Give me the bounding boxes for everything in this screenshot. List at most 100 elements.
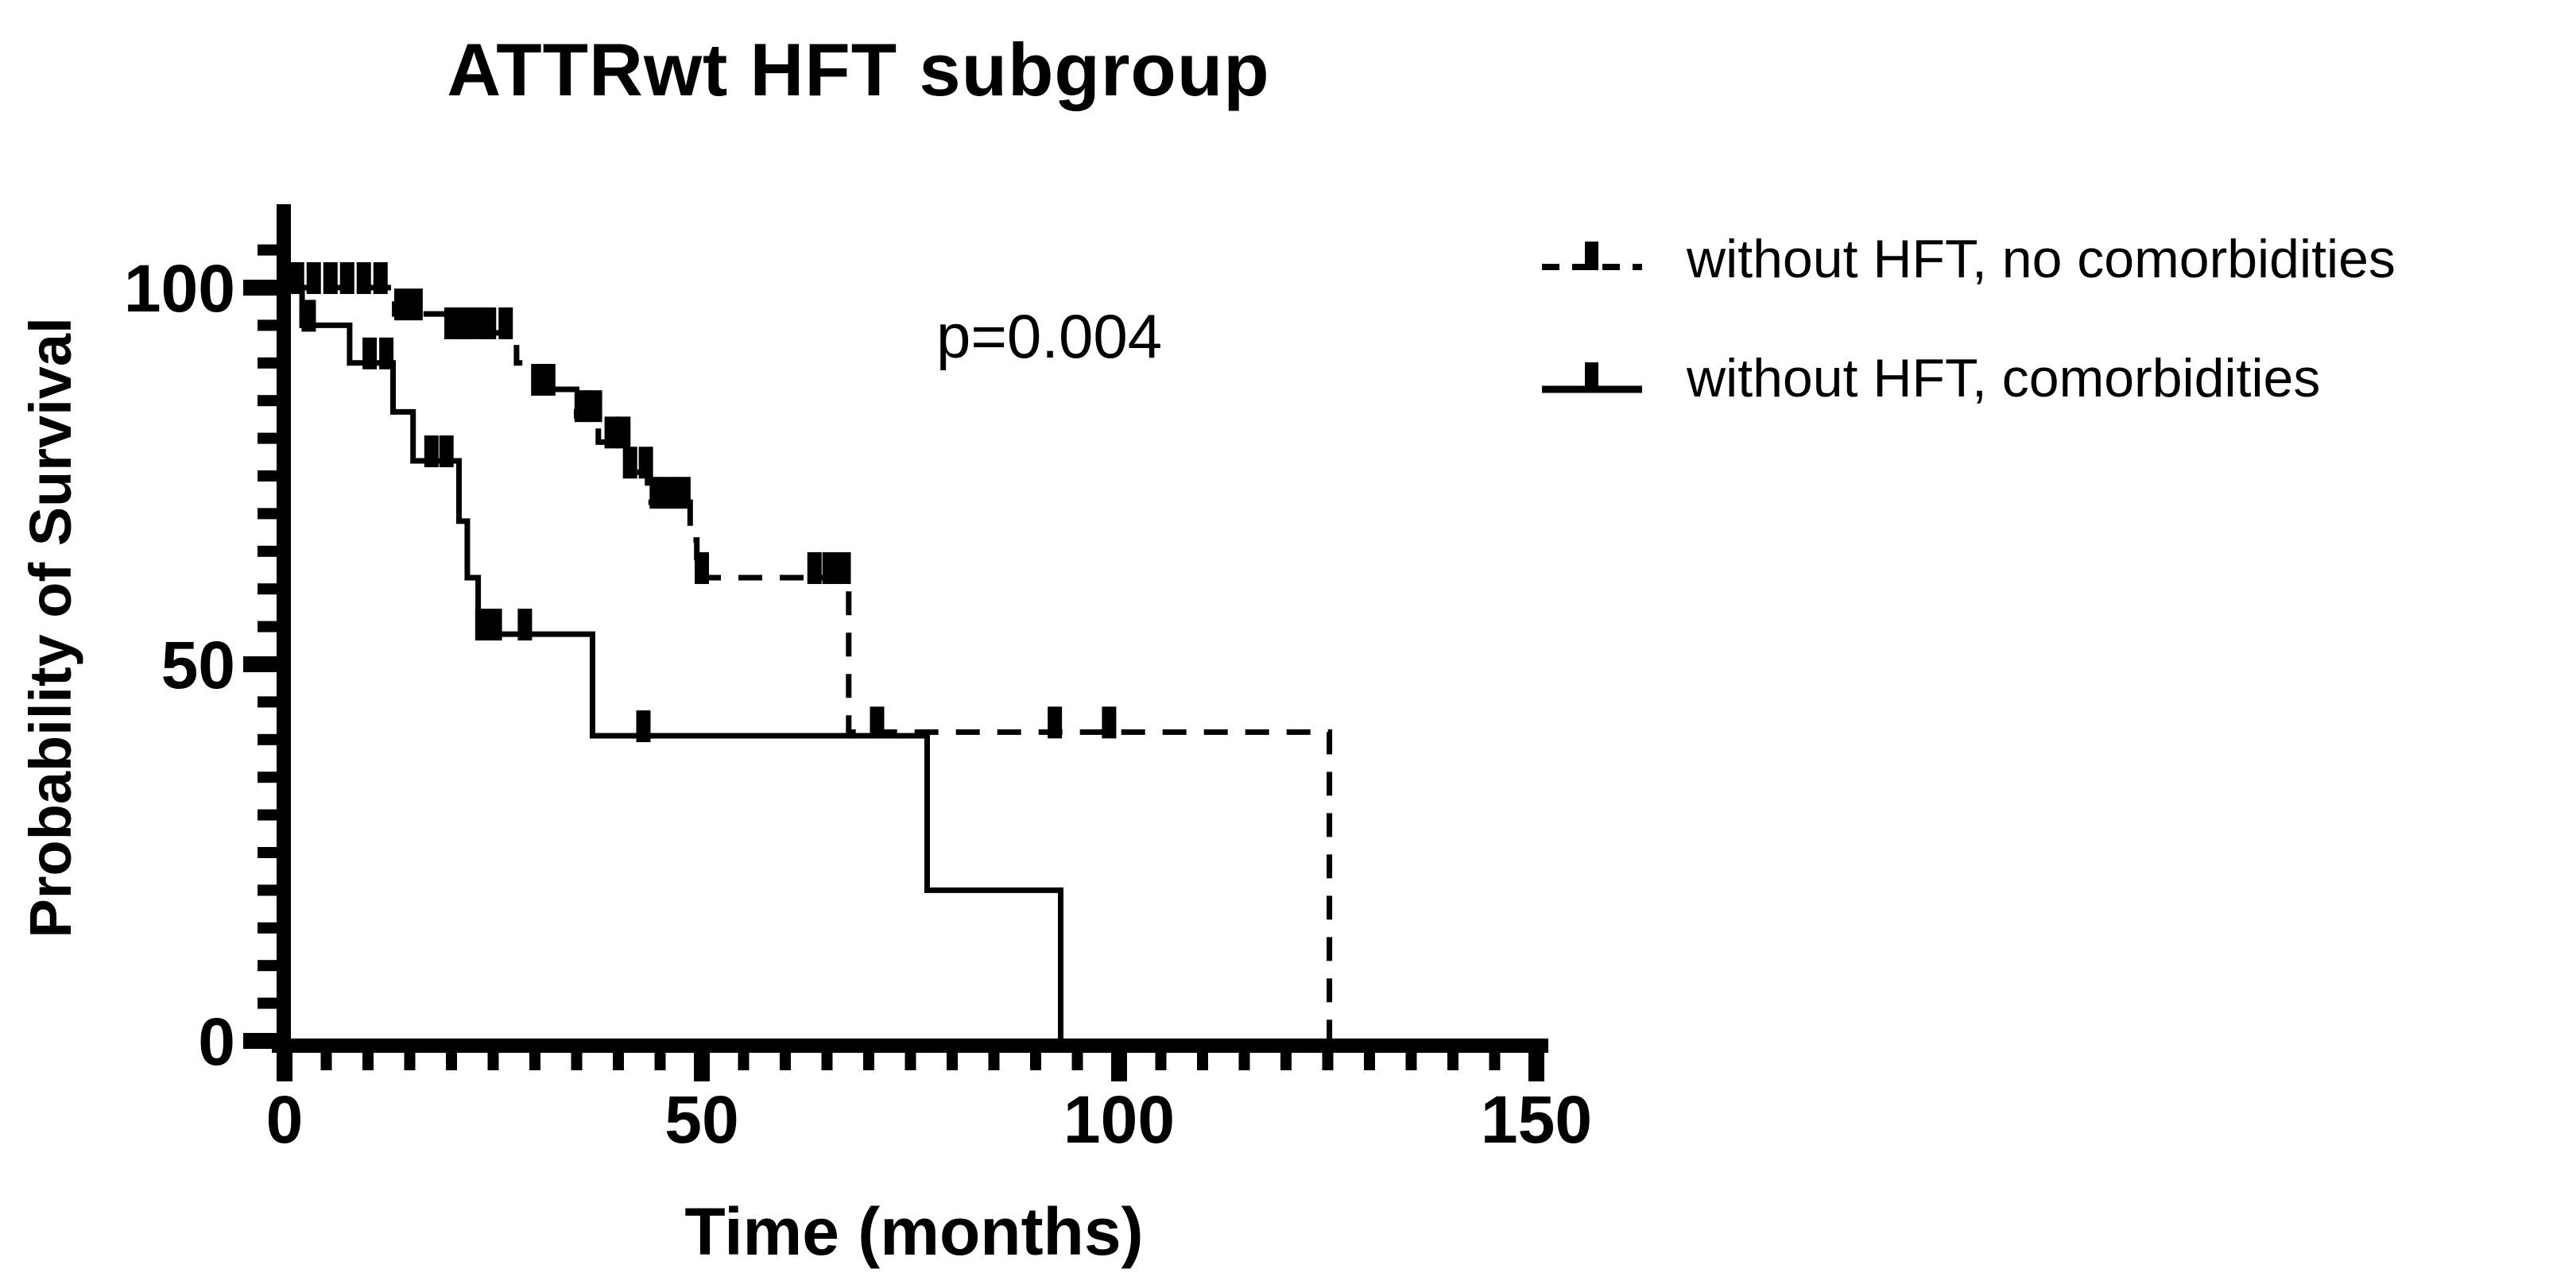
x-minor-tick xyxy=(446,1053,457,1070)
censor-mark-without-hft-no-comorbidities xyxy=(836,551,851,584)
y-tick-label: 100 xyxy=(124,251,235,326)
x-major-tick xyxy=(1528,1053,1544,1081)
censor-mark-without-hft-no-comorbidities xyxy=(482,307,497,339)
censor-mark-without-hft-no-comorbidities xyxy=(822,551,837,584)
censor-mark-without-hft-no-comorbidities xyxy=(649,477,664,509)
y-minor-tick xyxy=(258,395,277,407)
y-axis-line xyxy=(277,204,291,1053)
censor-mark-without-hft-comorbidities xyxy=(439,435,454,468)
y-minor-tick xyxy=(258,960,277,972)
legend-item-no-comorbidities: without HFT, no comorbidities xyxy=(1540,229,2396,289)
x-major-tick xyxy=(1111,1053,1127,1081)
censor-mark-without-hft-no-comorbidities xyxy=(695,551,709,584)
censor-mark-without-hft-comorbidities xyxy=(362,337,378,369)
x-axis-line xyxy=(272,1039,1548,1053)
y-minor-tick xyxy=(258,922,277,934)
x-minor-tick xyxy=(905,1053,916,1070)
y-minor-tick xyxy=(258,545,277,557)
x-minor-tick xyxy=(947,1053,958,1070)
x-minor-tick xyxy=(1030,1053,1041,1070)
x-tick-label: 50 xyxy=(664,1082,738,1157)
y-minor-tick xyxy=(258,508,277,520)
censor-mark-without-hft-no-comorbidities xyxy=(676,477,691,509)
legend-label: without HFT, no comorbidities xyxy=(1687,229,2396,289)
x-minor-tick xyxy=(1489,1053,1501,1070)
censor-mark-without-hft-comorbidities xyxy=(301,300,316,332)
censor-mark-without-hft-no-comorbidities xyxy=(339,262,354,294)
y-minor-tick xyxy=(258,733,277,745)
y-minor-tick xyxy=(258,357,277,369)
censor-mark-without-hft-no-comorbidities xyxy=(622,447,637,479)
censor-mark-without-hft-no-comorbidities xyxy=(394,288,409,321)
solid-line-censor-icon xyxy=(1542,362,1642,393)
censor-mark-without-hft-no-comorbidities xyxy=(306,262,321,294)
x-minor-tick xyxy=(1405,1053,1417,1070)
x-minor-tick xyxy=(738,1053,750,1070)
legend: without HFT, no comorbidities without HF… xyxy=(1540,229,2396,408)
censor-mark-without-hft-no-comorbidities xyxy=(323,262,338,294)
x-tick-label: 0 xyxy=(266,1082,304,1157)
legend-item-comorbidities: without HFT, comorbidities xyxy=(1540,348,2396,408)
x-tick-label: 150 xyxy=(1481,1082,1592,1157)
y-minor-tick xyxy=(258,244,277,256)
x-major-tick xyxy=(694,1053,710,1081)
x-minor-tick xyxy=(988,1053,1000,1070)
y-minor-tick xyxy=(258,319,277,331)
x-minor-tick xyxy=(1197,1053,1208,1070)
censor-mark-without-hft-no-comorbidities xyxy=(356,262,371,294)
censor-mark-without-hft-no-comorbidities xyxy=(574,390,589,423)
x-tick-label: 100 xyxy=(1063,1082,1175,1157)
censor-mark-without-hft-no-comorbidities xyxy=(616,416,631,449)
censor-mark-without-hft-no-comorbidities xyxy=(540,363,556,396)
x-minor-tick xyxy=(1155,1053,1167,1070)
x-axis-title: Time (months) xyxy=(684,1194,1144,1269)
x-minor-tick xyxy=(1447,1053,1458,1070)
legend-label: without HFT, comorbidities xyxy=(1687,348,2321,408)
y-major-tick xyxy=(243,280,277,296)
x-minor-tick xyxy=(487,1053,499,1070)
y-minor-tick xyxy=(258,772,277,783)
y-tick-label: 0 xyxy=(198,1004,235,1079)
censor-mark-without-hft-no-comorbidities xyxy=(469,307,484,339)
censor-mark-without-hft-no-comorbidities xyxy=(373,262,388,294)
y-minor-tick xyxy=(258,884,277,896)
x-minor-tick xyxy=(863,1053,874,1070)
censor-mark-without-hft-no-comorbidities xyxy=(1048,706,1063,739)
x-minor-tick xyxy=(1238,1053,1250,1070)
y-major-tick xyxy=(243,656,277,672)
censor-mark-without-hft-comorbidities xyxy=(636,710,651,743)
y-minor-tick xyxy=(258,583,277,595)
censor-mark-without-hft-comorbidities xyxy=(424,435,439,468)
x-minor-tick xyxy=(654,1053,666,1070)
x-minor-tick xyxy=(320,1053,332,1070)
x-minor-tick xyxy=(362,1053,374,1070)
survival-curve-without-hft-no-comorbidities xyxy=(285,284,1333,1041)
x-minor-tick xyxy=(1280,1053,1292,1070)
p-value-annotation: p=0.004 xyxy=(936,301,1163,371)
censor-mark-without-hft-no-comorbidities xyxy=(444,307,459,339)
censor-mark-without-hft-no-comorbidities xyxy=(604,416,619,449)
y-minor-tick xyxy=(258,847,277,858)
y-minor-tick xyxy=(258,696,277,708)
censor-mark-without-hft-comorbidities xyxy=(517,609,533,641)
censor-mark-without-hft-no-comorbidities xyxy=(1102,706,1117,739)
censor-mark-without-hft-no-comorbidities xyxy=(870,706,885,739)
x-minor-tick xyxy=(404,1053,416,1070)
censor-mark-without-hft-no-comorbidities xyxy=(456,307,471,339)
x-major-tick xyxy=(277,1053,292,1081)
censor-mark-without-hft-comorbidities xyxy=(379,337,394,369)
censor-mark-without-hft-no-comorbidities xyxy=(587,390,602,423)
censor-mark-without-hft-no-comorbidities xyxy=(663,477,678,509)
x-minor-tick xyxy=(821,1053,833,1070)
survival-curve-without-hft-comorbidities xyxy=(285,284,1063,1041)
y-minor-tick xyxy=(258,470,277,482)
y-minor-tick xyxy=(258,997,277,1009)
x-minor-tick xyxy=(1322,1053,1334,1070)
censor-mark-without-hft-no-comorbidities xyxy=(807,551,822,584)
y-major-tick xyxy=(243,1033,277,1049)
y-minor-tick xyxy=(258,809,277,821)
dashed-line-censor-icon xyxy=(1542,242,1642,270)
censor-mark-without-hft-no-comorbidities xyxy=(408,288,423,321)
